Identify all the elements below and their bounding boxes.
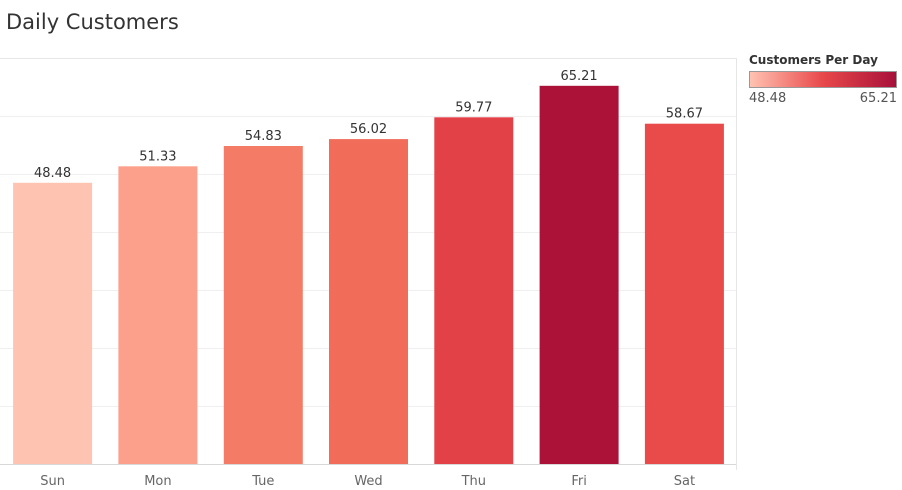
- legend-labels: 48.48 65.21: [749, 91, 897, 106]
- bar-wed[interactable]: [329, 139, 408, 464]
- bar-tue[interactable]: [223, 146, 303, 464]
- legend-max-label: 65.21: [859, 91, 897, 106]
- bar-value-label-fri: 65.21: [560, 69, 597, 84]
- bar-value-label-wed: 56.02: [350, 122, 387, 137]
- x-tick-label-thu: Thu: [461, 474, 486, 489]
- legend-min-label: 48.48: [749, 91, 787, 106]
- chart-title: Daily Customers: [6, 10, 179, 34]
- x-tick-label-sun: Sun: [40, 474, 65, 489]
- bar-value-label-sun: 48.48: [34, 166, 71, 181]
- x-tick-label-sat: Sat: [674, 474, 695, 489]
- bar-value-label-mon: 51.33: [139, 149, 176, 164]
- bar-fri[interactable]: [539, 85, 619, 465]
- bar-thu[interactable]: [434, 117, 514, 465]
- bar-mon[interactable]: [118, 166, 198, 465]
- bar-sun[interactable]: [13, 182, 93, 465]
- x-tick-labels: Sun Mon Tue Wed Thu Fri Sat: [40, 474, 695, 489]
- x-tick-label-mon: Mon: [144, 474, 171, 489]
- bar-value-label-thu: 59.77: [455, 100, 492, 115]
- bar-sat[interactable]: [644, 123, 724, 464]
- legend-title: Customers Per Day: [749, 53, 878, 67]
- bar-labels: 48.48 51.33 54.83 56.02 59.77 65.21 58.67: [34, 69, 703, 181]
- x-tick-label-tue: Tue: [251, 474, 274, 489]
- legend-gradient-bar: [749, 71, 897, 88]
- color-legend: Customers Per Day 48.48 65.21: [749, 53, 897, 106]
- x-tick-label-fri: Fri: [571, 474, 587, 489]
- bar-chart: 48.48 51.33 54.83 56.02 59.77 65.21 58.67 Sun M…: [0, 58, 737, 489]
- bar-value-label-tue: 54.83: [245, 129, 282, 144]
- bars: [13, 85, 724, 465]
- x-tick-label-wed: Wed: [354, 474, 382, 489]
- bar-value-label-sat: 58.67: [666, 107, 703, 122]
